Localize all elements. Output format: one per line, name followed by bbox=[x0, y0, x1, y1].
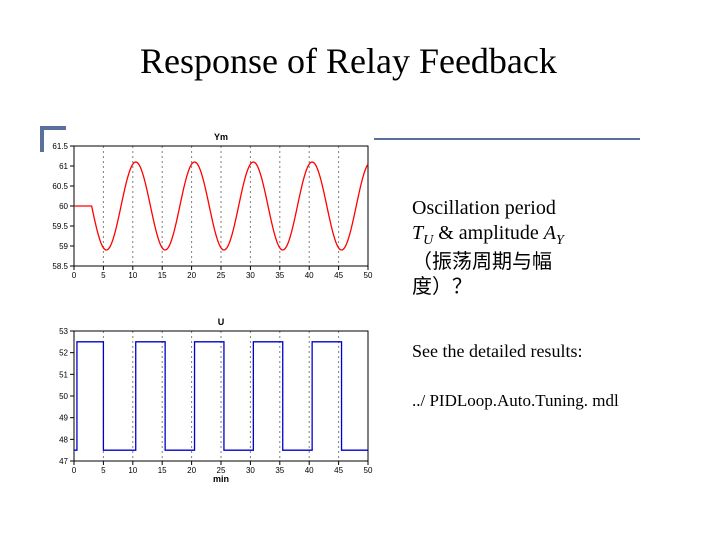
svg-text:59: 59 bbox=[59, 242, 68, 251]
var-tu: T bbox=[412, 222, 423, 244]
svg-text:61.5: 61.5 bbox=[52, 142, 68, 151]
svg-text:59.5: 59.5 bbox=[52, 222, 68, 231]
svg-text:30: 30 bbox=[246, 271, 255, 280]
question-text: Oscillation period TU & amplitude AY （振荡… bbox=[412, 196, 702, 300]
svg-text:40: 40 bbox=[305, 271, 314, 280]
svg-text:60: 60 bbox=[59, 202, 68, 211]
svg-text:47: 47 bbox=[59, 457, 68, 466]
var-tu-sub: U bbox=[423, 233, 433, 248]
svg-text:0: 0 bbox=[72, 466, 77, 475]
svg-text:45: 45 bbox=[334, 466, 343, 475]
svg-text:49: 49 bbox=[59, 414, 68, 423]
svg-text:30: 30 bbox=[246, 466, 255, 475]
see-details-text: See the detailed results: bbox=[412, 340, 702, 363]
cn-line2: 度）？ bbox=[412, 276, 472, 298]
u-chart: U0510152025303540455047484950515253min bbox=[44, 315, 374, 485]
model-path-text: ../ PIDLoop.Auto.Tuning. mdl bbox=[412, 390, 702, 411]
svg-text:45: 45 bbox=[334, 271, 343, 280]
svg-text:50: 50 bbox=[364, 466, 373, 475]
var-ay: A bbox=[544, 222, 556, 244]
svg-text:53: 53 bbox=[59, 327, 68, 336]
svg-text:5: 5 bbox=[101, 466, 106, 475]
page-title: Response of Relay Feedback bbox=[140, 40, 557, 82]
svg-text:50: 50 bbox=[59, 392, 68, 401]
svg-text:10: 10 bbox=[128, 466, 137, 475]
svg-text:61: 61 bbox=[59, 162, 68, 171]
svg-text:48: 48 bbox=[59, 435, 68, 444]
svg-text:40: 40 bbox=[305, 466, 314, 475]
svg-text:20: 20 bbox=[187, 271, 196, 280]
svg-text:U: U bbox=[218, 317, 225, 327]
svg-text:51: 51 bbox=[59, 370, 68, 379]
cn-line1: （振荡周期与幅 bbox=[412, 251, 552, 273]
svg-text:15: 15 bbox=[158, 271, 167, 280]
svg-text:35: 35 bbox=[275, 466, 284, 475]
var-ay-sub: Y bbox=[556, 233, 564, 248]
svg-text:60.5: 60.5 bbox=[52, 182, 68, 191]
svg-text:5: 5 bbox=[101, 271, 106, 280]
svg-text:50: 50 bbox=[364, 271, 373, 280]
svg-text:15: 15 bbox=[158, 466, 167, 475]
osc-period-label: Oscillation period bbox=[412, 197, 556, 219]
svg-text:52: 52 bbox=[59, 349, 68, 358]
svg-text:58.5: 58.5 bbox=[52, 262, 68, 271]
amp-conj: & amplitude bbox=[433, 222, 544, 244]
svg-text:0: 0 bbox=[72, 271, 77, 280]
svg-text:Ym: Ym bbox=[214, 132, 228, 142]
svg-text:min: min bbox=[213, 474, 229, 484]
svg-text:35: 35 bbox=[275, 271, 284, 280]
ym-chart: Ym 0 5 10 15 20 25 30 35 40 45 50 58.5 59 59.5 60 60.5 61… bbox=[44, 130, 374, 290]
svg-text:25: 25 bbox=[217, 271, 226, 280]
svg-text:20: 20 bbox=[187, 466, 196, 475]
svg-text:10: 10 bbox=[128, 271, 137, 280]
